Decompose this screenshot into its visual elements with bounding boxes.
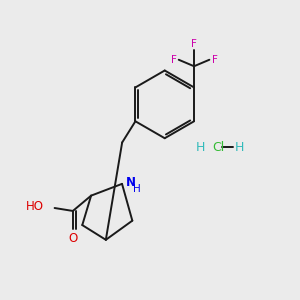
Text: HO: HO <box>26 200 44 213</box>
Text: N: N <box>126 176 136 189</box>
Text: H: H <box>196 141 205 154</box>
Text: F: F <box>191 39 197 49</box>
Text: F: F <box>212 55 218 65</box>
Text: F: F <box>170 55 176 65</box>
Text: H: H <box>235 141 244 154</box>
Text: H: H <box>133 184 141 194</box>
Text: O: O <box>68 232 77 244</box>
Text: Cl: Cl <box>212 141 224 154</box>
